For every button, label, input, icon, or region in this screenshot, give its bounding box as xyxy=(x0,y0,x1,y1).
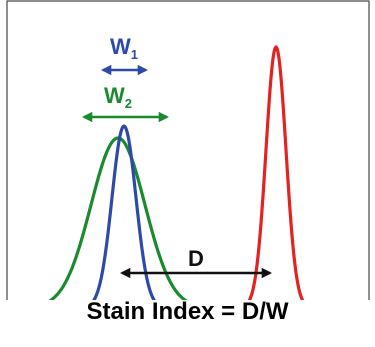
wide-negative-peak xyxy=(18,136,212,310)
w1-label: W1 xyxy=(110,34,138,62)
stain-index-formula: Stain Index = D/W xyxy=(86,298,289,325)
w2-label: W2 xyxy=(104,83,132,111)
d-label: D xyxy=(188,246,204,271)
positive-peak xyxy=(198,45,352,310)
diagram-canvas: W1 W2 D xyxy=(6,0,370,313)
